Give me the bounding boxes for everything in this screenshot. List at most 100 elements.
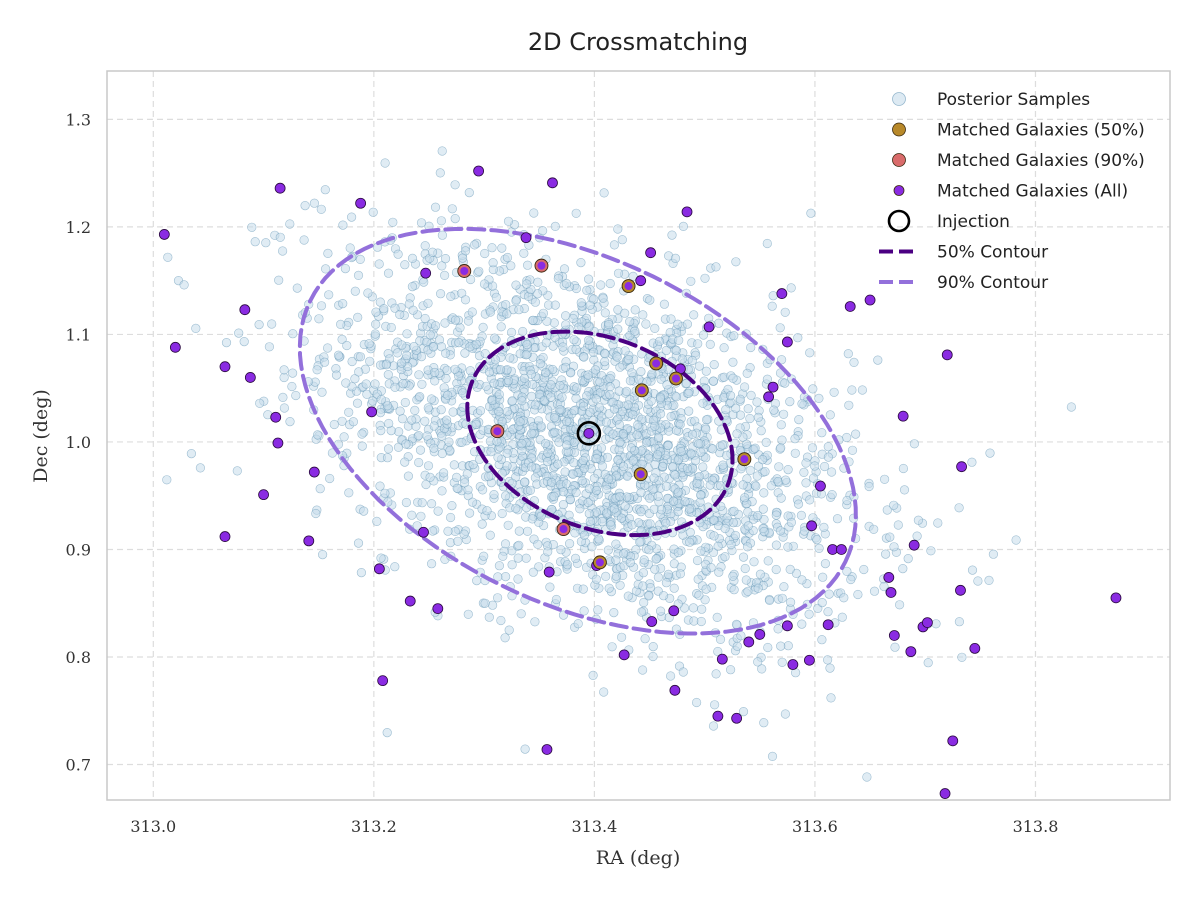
posterior-sample-point <box>323 248 333 258</box>
matched-galaxy-point <box>716 653 728 665</box>
posterior-sample-point <box>794 415 804 425</box>
posterior-sample-point <box>550 427 560 438</box>
posterior-sample-point <box>353 270 364 281</box>
posterior-sample-point <box>502 448 512 458</box>
legend: Posterior Samples Matched Galaxies (50%) M… <box>879 90 1145 293</box>
posterior-sample-point <box>564 538 575 549</box>
posterior-sample-point <box>394 427 404 437</box>
posterior-sample-point <box>514 526 524 536</box>
posterior-sample-point <box>496 615 506 626</box>
posterior-sample-point <box>636 507 646 517</box>
posterior-sample-point <box>926 546 936 556</box>
posterior-sample-point <box>601 508 612 518</box>
posterior-sample-point <box>890 642 900 652</box>
posterior-sample-point <box>520 744 530 754</box>
posterior-sample-point <box>686 276 696 286</box>
posterior-sample-point <box>598 293 608 303</box>
posterior-sample-point <box>668 462 678 472</box>
posterior-sample-point <box>578 455 588 466</box>
posterior-sample-point <box>232 466 242 476</box>
posterior-sample-point <box>588 347 599 357</box>
posterior-sample-point <box>422 431 432 441</box>
posterior-sample-point <box>607 642 617 652</box>
posterior-sample-point <box>777 435 787 445</box>
posterior-sample-point <box>344 407 354 417</box>
posterior-sample-point <box>528 567 538 577</box>
posterior-sample-point <box>692 478 702 489</box>
posterior-sample-point <box>984 575 994 586</box>
matched-galaxy-point <box>219 531 231 542</box>
posterior-sample-point <box>812 534 822 545</box>
posterior-sample-point <box>644 591 654 601</box>
posterior-sample-point <box>376 426 386 436</box>
posterior-sample-point <box>728 517 738 528</box>
posterior-sample-point <box>561 278 572 289</box>
posterior-sample-point <box>446 512 456 523</box>
posterior-sample-point <box>338 220 348 230</box>
posterior-sample-point <box>696 546 706 556</box>
posterior-sample-point <box>603 474 614 484</box>
posterior-sample-point <box>709 531 719 541</box>
legend-marker <box>892 92 906 106</box>
posterior-sample-point <box>614 419 625 430</box>
posterior-sample-point <box>336 319 346 330</box>
posterior-sample-point <box>517 396 527 406</box>
posterior-sample-point <box>729 585 739 595</box>
posterior-sample-point <box>329 419 339 430</box>
posterior-sample-point <box>401 439 411 449</box>
posterior-sample-point <box>460 348 470 358</box>
posterior-sample-point <box>677 354 687 364</box>
posterior-sample-point <box>521 553 531 563</box>
matched-galaxy-point <box>844 301 856 312</box>
posterior-sample-point <box>739 382 750 392</box>
posterior-sample-point <box>696 616 706 627</box>
posterior-sample-point <box>374 259 384 269</box>
posterior-sample-point <box>688 603 699 613</box>
posterior-sample-point <box>347 356 357 367</box>
matched-galaxy-point <box>239 304 251 316</box>
posterior-sample-point <box>694 361 705 371</box>
matched-galaxy-point <box>373 563 385 575</box>
posterior-sample-point <box>650 421 660 431</box>
posterior-sample-point <box>491 292 501 302</box>
posterior-sample-point <box>514 305 524 315</box>
posterior-sample-point <box>743 521 753 531</box>
posterior-sample-point <box>805 495 815 505</box>
posterior-sample-point <box>511 280 521 290</box>
posterior-sample-point <box>686 449 696 459</box>
posterior-sample-point <box>519 373 530 383</box>
posterior-sample-point <box>600 357 610 367</box>
posterior-sample-point <box>522 260 533 270</box>
posterior-sample-point <box>558 487 568 497</box>
posterior-sample-point <box>353 538 364 548</box>
posterior-sample-point <box>850 429 861 439</box>
posterior-sample-point <box>697 604 707 614</box>
posterior-sample-point <box>745 413 755 424</box>
posterior-sample-point <box>742 368 752 379</box>
posterior-sample-point <box>601 571 611 582</box>
posterior-sample-point <box>388 217 398 227</box>
x-tick-label: 313.6 <box>792 817 838 836</box>
plot-frame <box>106 70 1171 801</box>
posterior-sample-point <box>376 553 386 563</box>
posterior-sample-point <box>423 403 433 413</box>
posterior-sample-point <box>701 366 711 376</box>
posterior-sample-point <box>698 398 708 408</box>
posterior-sample-point <box>705 480 715 490</box>
posterior-sample-point <box>625 376 636 386</box>
posterior-sample-point <box>427 499 437 509</box>
posterior-sample-point <box>873 355 883 365</box>
posterior-sample-point <box>561 320 571 330</box>
posterior-sample-point <box>759 718 769 728</box>
matched-galaxy-point <box>646 616 658 627</box>
posterior-sample-point <box>585 407 595 417</box>
posterior-sample-point <box>687 355 697 366</box>
posterior-sample-point <box>648 641 658 652</box>
posterior-sample-point <box>426 394 437 404</box>
posterior-sample-point <box>518 326 528 337</box>
posterior-sample-point <box>637 459 647 469</box>
posterior-sample-point <box>620 501 630 511</box>
posterior-sample-point <box>823 607 833 617</box>
posterior-sample-point <box>630 326 640 336</box>
